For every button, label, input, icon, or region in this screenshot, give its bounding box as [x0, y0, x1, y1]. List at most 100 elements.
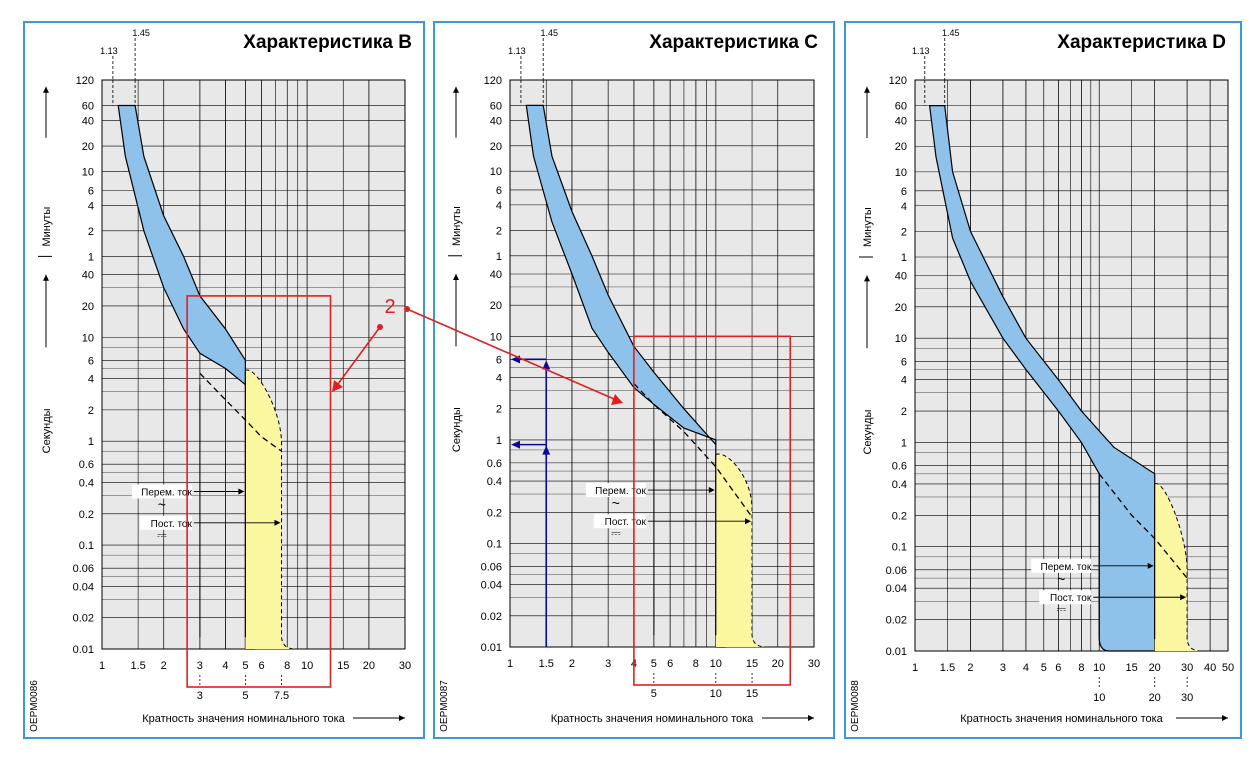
y-tick-label: 0.01 — [73, 644, 94, 656]
y-tick-label: 40 — [490, 115, 502, 127]
y-tick-label: 2 — [88, 405, 94, 417]
annotation-arrow-b — [337, 326, 381, 385]
y-axis-arrowhead — [453, 86, 459, 93]
y-tick-label: 0.02 — [886, 615, 907, 627]
y-tick-label: 2 — [901, 406, 907, 418]
annotation-arrow-c — [406, 308, 615, 400]
y-tick-label: 120 — [889, 75, 907, 87]
y-tick-label: 0.06 — [481, 561, 502, 573]
top-label: 1.45 — [942, 28, 960, 38]
y-tick-label: 0.06 — [73, 563, 94, 575]
y-tick-label: 10 — [82, 332, 94, 344]
legend-dc-arrowhead — [745, 518, 752, 525]
extra-x-label: 10 — [1093, 692, 1105, 704]
y-tick-label: 4 — [496, 200, 502, 212]
x-tick-label: 10 — [710, 658, 722, 670]
dc-boundary — [1154, 483, 1202, 652]
y-tick-label: 0.04 — [886, 583, 907, 595]
x-tick-label: 40 — [1204, 662, 1216, 674]
x-tick-label: 3 — [605, 658, 611, 670]
y-axis-label-minutes: Минуты — [451, 206, 463, 246]
y-tick-label: 0.2 — [892, 510, 907, 522]
y-tick-label: 60 — [895, 101, 907, 113]
extra-x-label: 20 — [1149, 692, 1161, 704]
y-axis-arrowhead — [864, 86, 870, 93]
y-tick-label: 20 — [895, 302, 907, 314]
x-tick-label: 5 — [242, 660, 248, 672]
y-tick-label: 2 — [496, 404, 502, 416]
y-tick-label: 40 — [82, 115, 94, 127]
legend-ac-arrowhead — [708, 487, 715, 494]
legend-ac-arrowhead — [238, 488, 245, 495]
x-axis-label: Кратность значения номинального тока — [142, 713, 345, 725]
top-label: 1.13 — [912, 46, 930, 56]
y-tick-label: 0.2 — [79, 509, 94, 521]
y-tick-label: 2 — [88, 226, 94, 238]
y-tick-label: 0.4 — [892, 479, 907, 491]
y-axis-arrowhead — [43, 274, 49, 281]
x-tick-label: 8 — [284, 660, 290, 672]
legend-dc-symbol: ⎓ — [1056, 602, 1066, 616]
y-tick-label: 2 — [901, 226, 907, 238]
y-tick-label: 40 — [895, 116, 907, 128]
x-tick-label: 6 — [667, 658, 673, 670]
y-tick-label: 60 — [82, 101, 94, 113]
x-tick-label: 8 — [693, 658, 699, 670]
y-tick-label: 10 — [490, 331, 502, 343]
legend-bg — [131, 484, 192, 499]
dashed-curve — [199, 372, 282, 452]
x-axis-arrowhead — [808, 715, 814, 721]
legend-dc-symbol: ⎓ — [157, 528, 167, 542]
y-tick-label: 1 — [496, 435, 502, 447]
y-tick-label: 10 — [895, 167, 907, 179]
y-tick-label: 4 — [901, 201, 907, 213]
x-tick-label: 4 — [1023, 662, 1029, 674]
legend-dc-label: Пост. ток — [1050, 593, 1092, 604]
y-axis-label-seconds: Секунды — [41, 408, 53, 453]
extra-x-label: 5 — [242, 690, 248, 702]
figure-code: OEPM0087 — [439, 680, 450, 732]
x-tick-label: 8 — [1078, 662, 1084, 674]
x-tick-label: 1.5 — [539, 658, 554, 670]
dc-boundary — [245, 369, 296, 650]
annotation-arrowhead — [611, 394, 623, 405]
x-tick-label: 20 — [772, 658, 784, 670]
x-tick-label: 2 — [161, 660, 167, 672]
legend-ac-label: Перем. ток — [595, 486, 646, 497]
top-label: 1.13 — [508, 46, 526, 56]
y-tick-label: 4 — [496, 373, 502, 385]
legend-ac-symbol: ~ — [612, 495, 620, 511]
y-tick-label: 6 — [496, 354, 502, 366]
extra-x-label: 3 — [197, 690, 203, 702]
legend-dc-label: Пост. ток — [151, 519, 193, 530]
legend-dc-symbol: ⎓ — [611, 526, 621, 540]
plot-area — [509, 79, 815, 648]
legend-ac-symbol: ~ — [1057, 571, 1065, 587]
thermal-band-dc — [715, 454, 766, 647]
y-tick-label: 40 — [490, 269, 502, 281]
y-tick-label: 10 — [82, 167, 94, 179]
y-tick-label: 0.04 — [73, 581, 94, 593]
y-tick-label: 0.01 — [886, 646, 907, 658]
y-tick-label: 0.1 — [892, 542, 907, 554]
x-tick-label: 1 — [912, 662, 918, 674]
x-tick-label: 3 — [1000, 662, 1006, 674]
chart-panel-b: Характеристика B 0.01 0.02 0.04 0.06 0.1 0.2 0.… — [23, 21, 425, 739]
y-tick-label: 6 — [88, 355, 94, 367]
y-tick-label: 1 — [901, 437, 907, 449]
chart-title: Характеристика C — [649, 32, 818, 53]
legend-ac-symbol: ~ — [158, 497, 166, 513]
legend-bg — [585, 483, 646, 498]
legend-ac-label: Перем. ток — [1041, 562, 1092, 573]
x-tick-label: 1 — [99, 660, 105, 672]
y-tick-label: 0.6 — [892, 461, 907, 473]
y-tick-label: 20 — [895, 141, 907, 153]
y-tick-label: 0.6 — [487, 458, 502, 470]
y-tick-label: 4 — [901, 375, 907, 387]
extra-x-label: 5 — [651, 688, 657, 700]
y-tick-label: 0.1 — [79, 540, 94, 552]
y-tick-label: 60 — [490, 100, 502, 112]
y-tick-label: 0.4 — [487, 476, 502, 488]
top-label: 1.13 — [100, 46, 118, 56]
